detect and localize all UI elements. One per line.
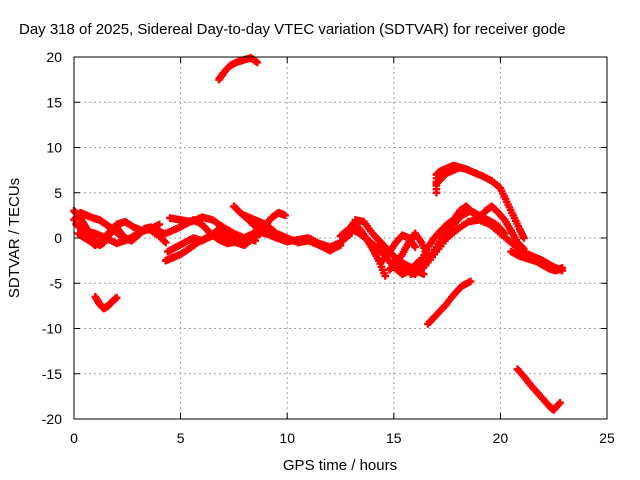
series-arc-20 bbox=[407, 207, 509, 278]
x-axis-title: GPS time / hours bbox=[283, 457, 397, 474]
series-arc-17 bbox=[379, 231, 419, 265]
y-tick-label: 10 bbox=[46, 140, 62, 156]
series-arc-13 bbox=[262, 229, 355, 251]
data-layer bbox=[70, 54, 567, 414]
y-tick-label: 15 bbox=[46, 94, 62, 110]
x-tick-label: 10 bbox=[279, 430, 295, 446]
data-point bbox=[520, 234, 528, 242]
tick-layer: 0 5 10 15 20 25 -20 -15 -10 -5 0 5 10 15 20 bbox=[42, 49, 615, 446]
data-point bbox=[520, 245, 528, 253]
x-tick-label: 15 bbox=[386, 430, 402, 446]
data-point bbox=[500, 229, 509, 238]
y-axis-title: SDTVAR / TECUs bbox=[6, 178, 23, 298]
data-point bbox=[281, 211, 289, 220]
data-point bbox=[411, 243, 419, 251]
chart-title: Day 318 of 2025, Sidereal Day-to-day VTE… bbox=[19, 21, 566, 38]
series-arc-10 bbox=[215, 54, 262, 84]
series-arc-26 bbox=[513, 365, 564, 414]
series-arc-24 bbox=[432, 163, 464, 188]
y-tick-label: -10 bbox=[42, 321, 62, 337]
data-point bbox=[558, 264, 567, 272]
data-point bbox=[466, 277, 475, 286]
series-arc-22 bbox=[424, 277, 475, 328]
data-point bbox=[112, 293, 121, 302]
y-tick-label: 0 bbox=[54, 230, 62, 246]
y-tick-label: 20 bbox=[46, 49, 62, 65]
series-arc-21 bbox=[417, 202, 528, 265]
x-tick-label: 25 bbox=[599, 430, 615, 446]
series-arc-05 bbox=[91, 293, 121, 313]
y-tick-label: -20 bbox=[42, 411, 62, 427]
y-tick-label: -15 bbox=[42, 366, 62, 382]
y-tick-label: 5 bbox=[54, 185, 62, 201]
data-point bbox=[456, 163, 464, 172]
x-tick-label: 5 bbox=[177, 430, 185, 446]
x-tick-label: 20 bbox=[493, 430, 509, 446]
y-tick-label: -5 bbox=[50, 275, 63, 291]
data-point bbox=[155, 220, 164, 229]
data-point bbox=[556, 398, 564, 407]
data-point bbox=[419, 270, 428, 278]
data-point bbox=[381, 272, 390, 280]
series-arc-25 bbox=[507, 247, 567, 275]
series-arc-11 bbox=[230, 202, 289, 233]
x-tick-label: 0 bbox=[70, 430, 78, 446]
series-arc-04 bbox=[74, 217, 164, 250]
data-point bbox=[253, 58, 262, 67]
data-point bbox=[161, 238, 170, 247]
